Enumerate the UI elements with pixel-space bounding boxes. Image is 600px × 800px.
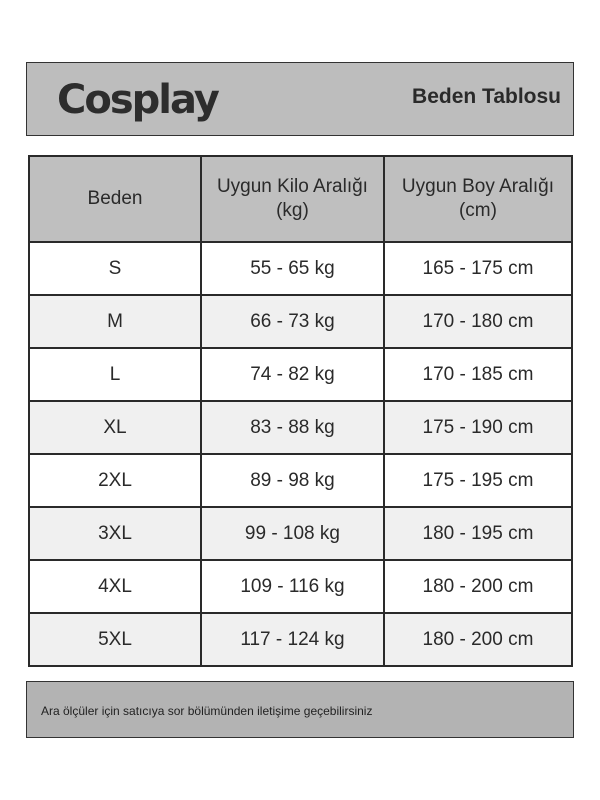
table-row: 5XL 117 - 124 kg 180 - 200 cm <box>28 612 574 667</box>
header-banner: Cosplay Beden Tablosu <box>26 62 574 136</box>
column-header-height: Uygun Boy Aralığı (cm) <box>382 155 574 243</box>
height-range-cell: 180 - 200 cm <box>382 612 574 667</box>
weight-range-cell: 109 - 116 kg <box>200 559 385 614</box>
weight-range-cell: 66 - 73 kg <box>200 294 385 349</box>
height-range-cell: 175 - 195 cm <box>382 453 574 508</box>
size-cell: 3XL <box>28 506 202 561</box>
weight-range-cell: 117 - 124 kg <box>200 612 385 667</box>
size-cell: M <box>28 294 202 349</box>
column-header-label: Beden <box>87 188 143 209</box>
size-cell: 5XL <box>28 612 202 667</box>
footer-note: Ara ölçüler için satıcıya sor bölümünden… <box>41 704 373 718</box>
table-row: 3XL 99 - 108 kg 180 - 195 cm <box>28 506 574 561</box>
column-header-label: Uygun Kilo Aralığı (kg) <box>216 176 368 221</box>
height-range-cell: 180 - 195 cm <box>382 506 574 561</box>
table-row: S 55 - 65 kg 165 - 175 cm <box>28 241 574 296</box>
size-table: Beden Uygun Kilo Aralığı (kg) Uygun Boy … <box>28 155 574 667</box>
height-range-cell: 165 - 175 cm <box>382 241 574 296</box>
size-cell: XL <box>28 400 202 455</box>
height-range-cell: 170 - 185 cm <box>382 347 574 402</box>
table-row: M 66 - 73 kg 170 - 180 cm <box>28 294 574 349</box>
height-range-cell: 180 - 200 cm <box>382 559 574 614</box>
size-cell: 2XL <box>28 453 202 508</box>
size-cell: S <box>28 241 202 296</box>
weight-range-cell: 99 - 108 kg <box>200 506 385 561</box>
size-cell: 4XL <box>28 559 202 614</box>
table-row: 2XL 89 - 98 kg 175 - 195 cm <box>28 453 574 508</box>
weight-range-cell: 83 - 88 kg <box>200 400 385 455</box>
footer-note-box: Ara ölçüler için satıcıya sor bölümünden… <box>26 681 574 738</box>
table-row: L 74 - 82 kg 170 - 185 cm <box>28 347 574 402</box>
brand-logo: Cosplay <box>57 77 220 123</box>
column-header-label: Uygun Boy Aralığı (cm) <box>401 176 554 221</box>
weight-range-cell: 89 - 98 kg <box>200 453 385 508</box>
size-cell: L <box>28 347 202 402</box>
weight-range-cell: 55 - 65 kg <box>200 241 385 296</box>
height-range-cell: 170 - 180 cm <box>382 294 574 349</box>
page-title: Beden Tablosu <box>412 85 561 108</box>
column-header-weight: Uygun Kilo Aralığı (kg) <box>200 155 385 243</box>
table-header-row: Beden Uygun Kilo Aralığı (kg) Uygun Boy … <box>28 155 574 243</box>
weight-range-cell: 74 - 82 kg <box>200 347 385 402</box>
column-header-size: Beden <box>28 155 202 243</box>
height-range-cell: 175 - 190 cm <box>382 400 574 455</box>
table-row: 4XL 109 - 116 kg 180 - 200 cm <box>28 559 574 614</box>
table-row: XL 83 - 88 kg 175 - 190 cm <box>28 400 574 455</box>
